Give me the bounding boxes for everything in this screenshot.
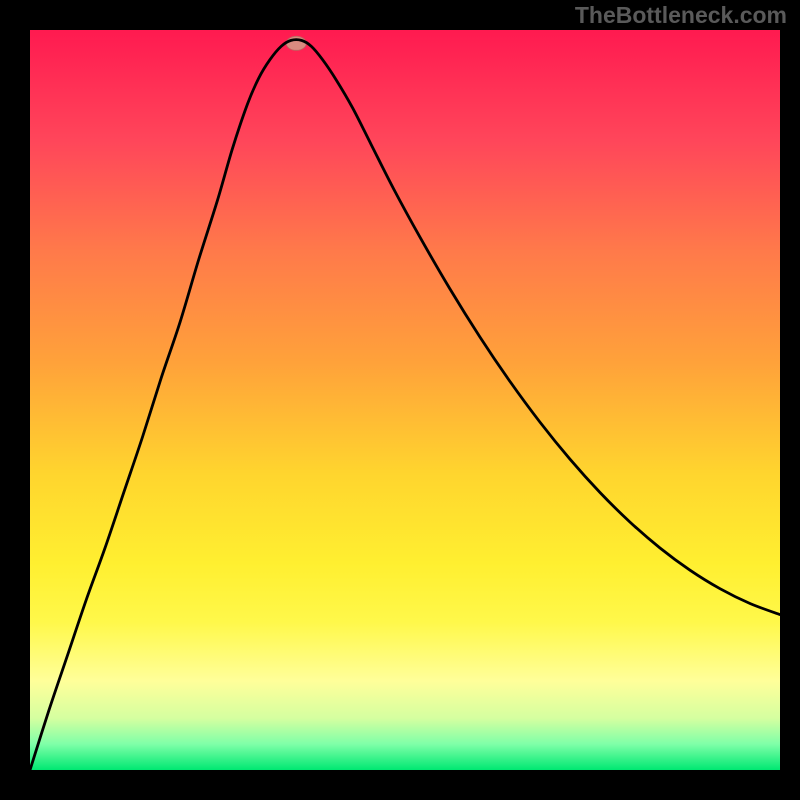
bottleneck-curve [30,40,780,770]
chart-canvas: TheBottleneck.com [0,0,800,800]
watermark-label: TheBottleneck.com [575,2,787,29]
plot-area [30,30,780,770]
curve-layer [30,30,780,770]
